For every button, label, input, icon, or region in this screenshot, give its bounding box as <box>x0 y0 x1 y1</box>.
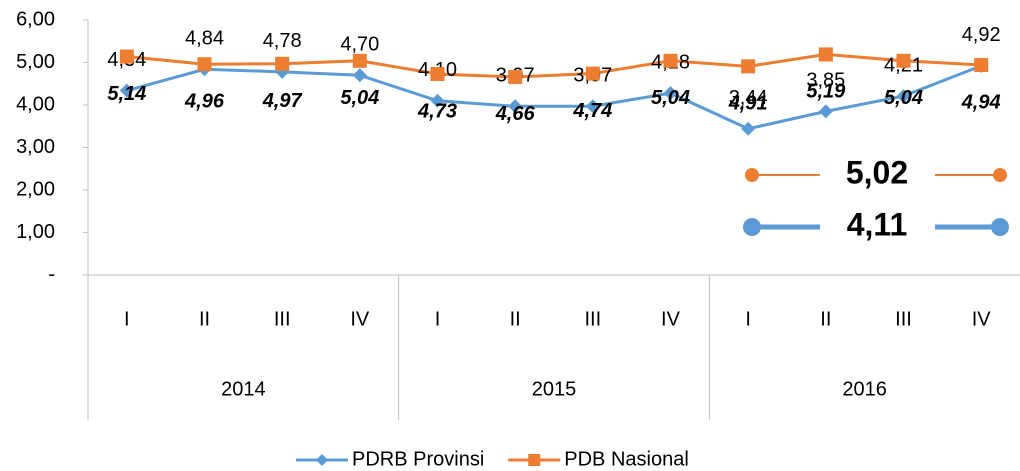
y-tick-label: 6,00 <box>16 8 55 30</box>
marker <box>352 53 367 68</box>
marker <box>896 53 911 68</box>
x-tick-label: II <box>820 308 831 330</box>
x-tick-label: I <box>745 308 751 330</box>
x-tick-label: IV <box>972 308 992 330</box>
x-tick-label: IV <box>661 308 681 330</box>
x-tick-label: IV <box>350 308 370 330</box>
marker <box>585 66 600 81</box>
y-tick-label: 1,00 <box>16 221 55 243</box>
marker <box>896 89 911 104</box>
marker <box>818 47 833 62</box>
x-tick-label: III <box>274 308 291 330</box>
data-label: 4,96 <box>184 90 225 112</box>
marker <box>741 59 756 74</box>
data-label: 4,91 <box>728 93 768 115</box>
group-label: 2014 <box>221 378 266 400</box>
y-tick-label: 4,00 <box>16 93 55 115</box>
marker <box>508 69 523 84</box>
x-tick-label: II <box>510 308 521 330</box>
y-tick-label: 3,00 <box>16 136 55 158</box>
annotation-dot <box>743 218 761 236</box>
x-tick-label: III <box>895 308 912 330</box>
data-label: 5,04 <box>651 87 690 109</box>
marker <box>818 104 833 119</box>
data-label: 4,66 <box>495 103 536 125</box>
marker <box>197 57 212 72</box>
series-line <box>126 52 982 79</box>
data-label: 5,19 <box>806 81 846 103</box>
data-label: 4,78 <box>263 30 302 52</box>
marker <box>275 56 290 71</box>
annotation-dot <box>745 168 759 182</box>
marker <box>119 83 134 98</box>
y-tick-label: - <box>48 263 55 285</box>
data-label: 4,94 <box>961 91 1001 113</box>
marker <box>352 68 367 83</box>
marker <box>741 121 756 136</box>
data-label: 4,74 <box>572 100 612 122</box>
data-label: 3,85 <box>806 70 845 92</box>
marker <box>430 93 445 108</box>
annotation-text: 5,02 <box>846 154 908 190</box>
data-label: 5,14 <box>107 83 146 105</box>
marker <box>119 49 134 64</box>
marker <box>585 99 600 114</box>
group-label: 2015 <box>532 378 577 400</box>
marker <box>974 58 989 73</box>
data-label: 4,70 <box>340 34 379 56</box>
data-label: 4,97 <box>262 90 303 112</box>
data-label: 4,92 <box>962 24 1001 46</box>
data-label: 4,73 <box>417 100 457 122</box>
annotation-dot <box>991 218 1009 236</box>
x-tick-label: III <box>584 308 601 330</box>
group-label: 2016 <box>842 378 887 400</box>
series-line <box>126 64 982 131</box>
data-label: 5,04 <box>340 87 379 109</box>
data-label: 5,04 <box>884 87 923 109</box>
legend-label: PDRB Provinsi <box>352 448 484 470</box>
marker <box>663 53 678 68</box>
data-label: 3,44 <box>729 87 768 109</box>
marker <box>663 86 678 101</box>
y-tick-label: 5,00 <box>16 51 55 73</box>
data-label: 4,84 <box>185 28 224 50</box>
annotation-dot <box>993 168 1007 182</box>
marker <box>508 99 523 114</box>
y-tick-label: 2,00 <box>16 178 55 200</box>
x-tick-label: II <box>199 308 210 330</box>
marker <box>430 66 445 81</box>
x-tick-label: I <box>124 308 130 330</box>
legend-label: PDB Nasional <box>564 448 689 470</box>
legend-marker <box>316 454 328 466</box>
legend-marker <box>528 454 541 466</box>
annotation-text: 4,11 <box>847 206 908 242</box>
x-tick-label: I <box>435 308 441 330</box>
